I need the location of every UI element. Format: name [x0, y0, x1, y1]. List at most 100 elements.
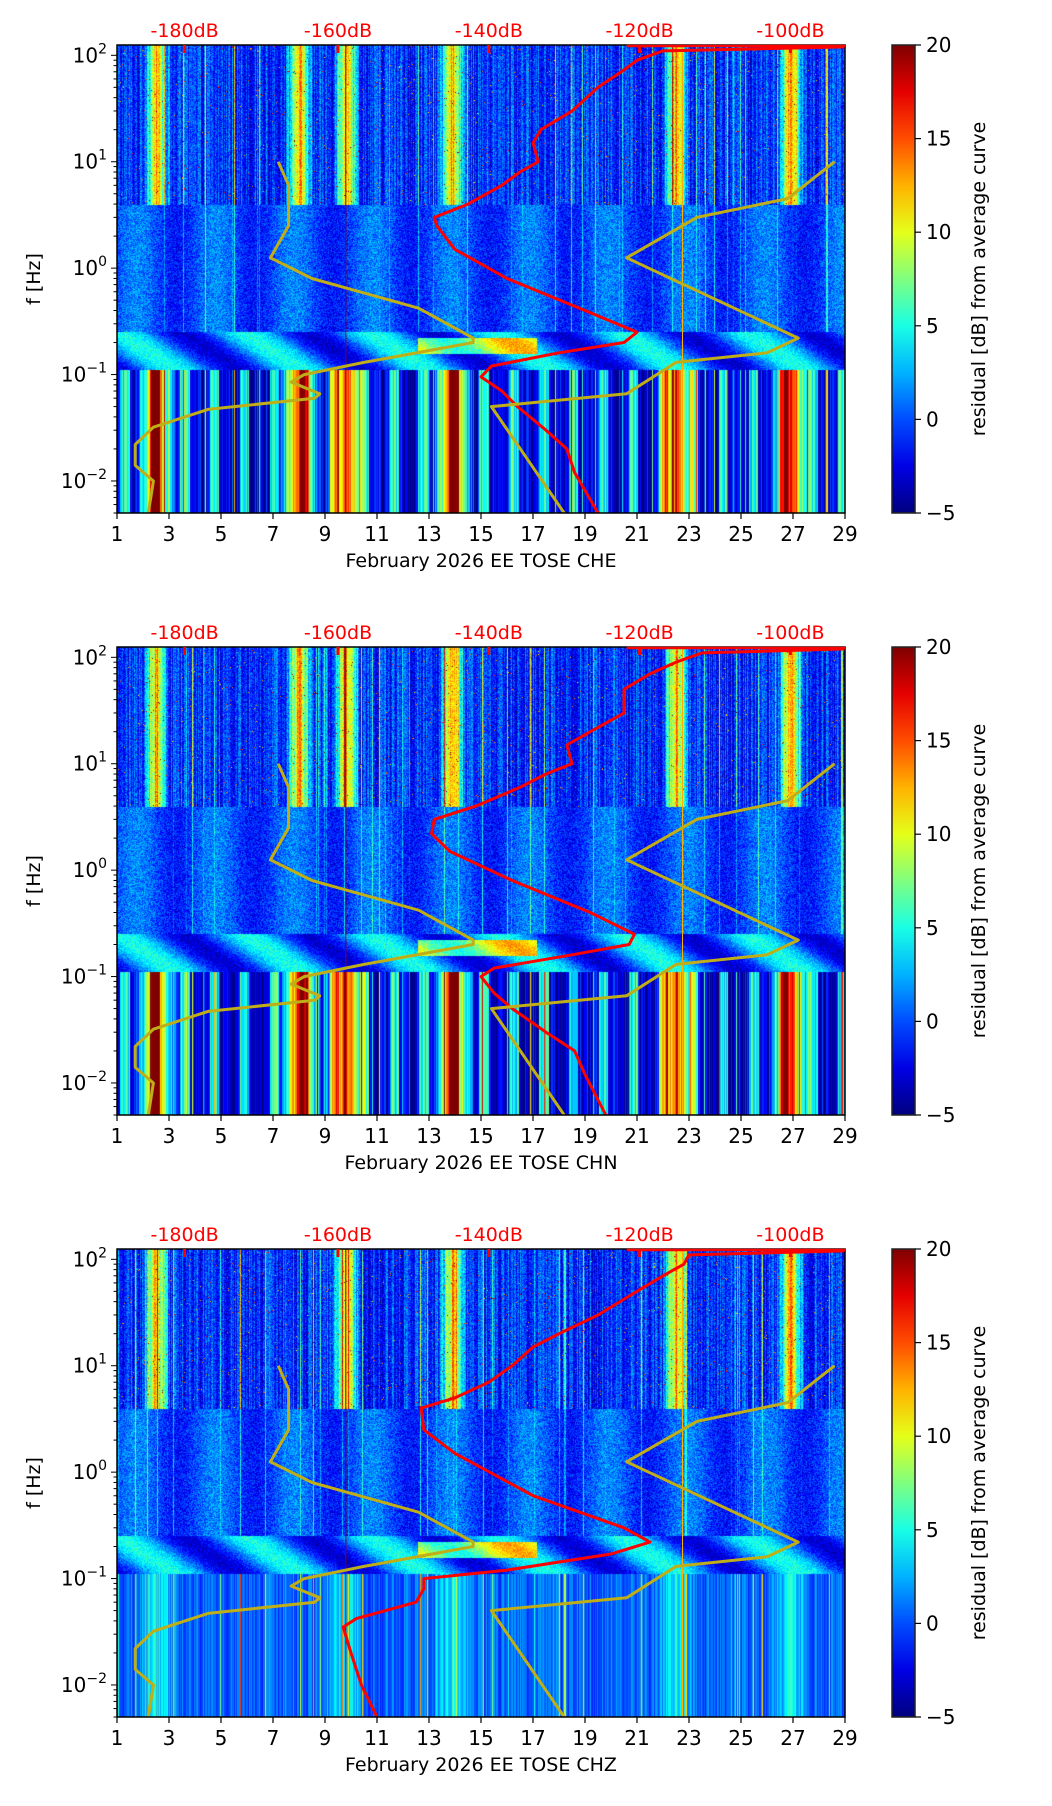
- x-tick-label: 23: [676, 1124, 701, 1148]
- colorbar-tick-label: 20: [926, 33, 951, 57]
- y-tick-label: 101: [73, 750, 107, 776]
- colorbar: [891, 1248, 916, 1718]
- db-tick: [336, 1249, 340, 1257]
- colorbar-label: residual [dB] from average curve: [968, 1326, 990, 1641]
- db-tick: [638, 45, 642, 53]
- colorbar-tick-label: −5: [926, 1103, 955, 1127]
- colorbar-label: residual [dB] from average curve: [968, 122, 990, 437]
- x-tick-label: 21: [624, 1124, 649, 1148]
- reference-curve: [133, 1365, 475, 1718]
- y-tick-label: 102: [73, 1245, 107, 1271]
- y-tick-label: 10−2: [61, 1069, 107, 1095]
- db-label: -140dB: [455, 1224, 523, 1246]
- x-tick-label: 5: [215, 522, 228, 546]
- x-tick-label: 17: [520, 522, 545, 546]
- x-tick-label: 7: [267, 1124, 280, 1148]
- x-tick-label: 9: [319, 522, 332, 546]
- colorbar-tick-label: −5: [926, 501, 955, 525]
- y-tick-label: 102: [73, 643, 107, 669]
- colorbar-tick-label: 15: [926, 127, 951, 151]
- colorbar-tick-label: 10: [926, 220, 951, 244]
- colorbar: [891, 646, 916, 1116]
- x-tick-label: 3: [163, 522, 176, 546]
- reference-curve-b: [489, 1364, 836, 1718]
- y-tick-label: 10−2: [61, 1671, 107, 1697]
- x-tick-label: 9: [319, 1124, 332, 1148]
- reference-curve-b: [489, 160, 836, 514]
- x-tick-label: 25: [728, 1726, 753, 1750]
- x-tick-label: 25: [728, 522, 753, 546]
- y-tick-label: 10−1: [61, 963, 107, 989]
- db-tick: [183, 1249, 187, 1257]
- x-tick-label: 27: [780, 1124, 805, 1148]
- spectrogram-image: [117, 45, 845, 513]
- x-tick-label: 15: [468, 522, 493, 546]
- db-tick: [638, 1249, 642, 1257]
- colorbar-tick-label: 0: [926, 407, 939, 431]
- x-tick-label: 13: [416, 1124, 441, 1148]
- x-tick-label: 27: [780, 1726, 805, 1750]
- db-tick: [788, 1249, 792, 1257]
- db-label: -120dB: [605, 622, 673, 644]
- db-label: -160dB: [304, 20, 372, 42]
- x-tick-label: 5: [215, 1726, 228, 1750]
- y-tick-label: 101: [73, 148, 107, 174]
- y-tick-label: 102: [73, 41, 107, 67]
- db-tick: [336, 45, 340, 53]
- x-tick-label: 19: [572, 1124, 597, 1148]
- colorbar-tick-label: 20: [926, 1237, 951, 1261]
- x-tick-label: 7: [267, 522, 280, 546]
- x-axis-label: February 2026 EE TOSE CHZ: [345, 1754, 617, 1776]
- colorbar-tick-label: 0: [926, 1009, 939, 1033]
- x-tick-label: 29: [832, 522, 857, 546]
- reference-curve-b: [489, 762, 836, 1116]
- x-tick-label: 25: [728, 1124, 753, 1148]
- x-tick-label: 11: [364, 1726, 389, 1750]
- db-tick: [638, 647, 642, 655]
- x-tick-label: 3: [163, 1124, 176, 1148]
- x-tick-label: 21: [624, 522, 649, 546]
- colorbar-tick-label: 5: [926, 916, 939, 940]
- y-axis-label: f [Hz]: [23, 855, 45, 907]
- x-tick-label: 17: [520, 1124, 545, 1148]
- db-tick: [487, 45, 491, 53]
- x-axis-label: February 2026 EE TOSE CHN: [344, 1152, 617, 1174]
- db-tick: [183, 647, 187, 655]
- colorbar-tick-label: 10: [926, 822, 951, 846]
- db-label: -100dB: [756, 622, 824, 644]
- x-tick-label: 13: [416, 1726, 441, 1750]
- db-label: -160dB: [304, 622, 372, 644]
- x-tick-label: 27: [780, 522, 805, 546]
- y-tick-label: 101: [73, 1352, 107, 1378]
- x-tick-label: 15: [468, 1726, 493, 1750]
- x-tick-label: 9: [319, 1726, 332, 1750]
- colorbar-label: residual [dB] from average curve: [968, 724, 990, 1039]
- noise-model-curve: [430, 647, 846, 1116]
- x-tick-label: 1: [111, 1726, 124, 1750]
- x-tick-label: 23: [676, 1726, 701, 1750]
- y-tick-label: 10−1: [61, 361, 107, 387]
- y-tick-label: 10−1: [61, 1565, 107, 1591]
- x-tick-label: 1: [111, 522, 124, 546]
- x-tick-label: 23: [676, 522, 701, 546]
- db-tick: [183, 45, 187, 53]
- db-label: -140dB: [455, 622, 523, 644]
- x-tick-label: 17: [520, 1726, 545, 1750]
- axes-frame: [116, 1248, 846, 1718]
- colorbar-tick-label: −5: [926, 1705, 955, 1729]
- db-tick: [336, 647, 340, 655]
- y-tick-label: 100: [73, 254, 107, 280]
- colorbar-tick-label: 15: [926, 729, 951, 753]
- y-axis-label: f [Hz]: [23, 1457, 45, 1509]
- x-tick-label: 15: [468, 1124, 493, 1148]
- colorbar-tick-label: 0: [926, 1611, 939, 1635]
- x-tick-label: 29: [832, 1726, 857, 1750]
- db-label: -180dB: [150, 20, 218, 42]
- colorbar-tick-label: 10: [926, 1424, 951, 1448]
- colorbar-tick-label: 20: [926, 635, 951, 659]
- db-label: -140dB: [455, 20, 523, 42]
- noise-model-curve: [341, 1249, 846, 1718]
